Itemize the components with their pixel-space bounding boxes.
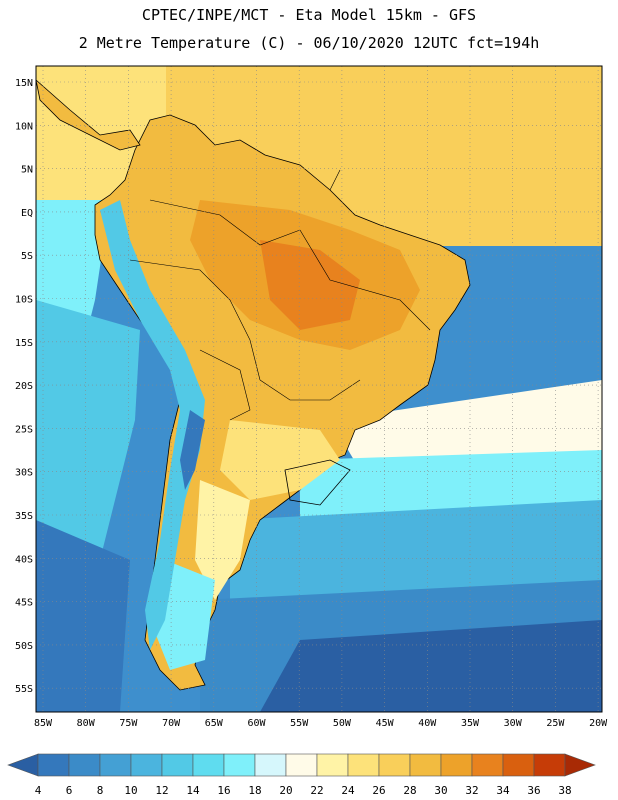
- lat-tick-label: 55S: [15, 684, 33, 695]
- colorbar-label: 30: [434, 784, 447, 797]
- lon-tick-label: 30W: [504, 718, 523, 729]
- colorbar-label: 14: [186, 784, 200, 797]
- lon-tick-label: 35W: [461, 718, 480, 729]
- lon-tick-label: 60W: [247, 718, 266, 729]
- longitude-tick-labels: 85W 80W 75W 70W 65W 60W 55W 50W 45W 40W 35W 30W 25W 2…: [34, 718, 608, 729]
- colorbar-segment: [440, 753, 473, 777]
- central-america-land: [36, 79, 141, 151]
- lat-tick-label: 20S: [15, 381, 33, 392]
- southern-cone-mild: [220, 420, 340, 500]
- lon-tick-label: 85W: [34, 718, 53, 729]
- country-borders: [129, 169, 431, 421]
- colorbar-segment: [223, 753, 256, 777]
- colorbar-segment: [471, 753, 504, 777]
- colorbar-label: 4: [35, 784, 42, 797]
- colorbar-label: 20: [279, 784, 292, 797]
- colorbar-arrow-right: [564, 753, 596, 777]
- lat-tick-label: EQ: [21, 208, 33, 219]
- colorbar-arrow-left: [7, 753, 39, 777]
- colorbar-segment: [161, 753, 194, 777]
- lon-tick-label: 25W: [546, 718, 565, 729]
- lat-tick-label: 10N: [15, 121, 33, 132]
- lat-tick-label: 40S: [15, 554, 33, 565]
- pampas-zone: [195, 480, 250, 600]
- lon-tick-label: 40W: [418, 718, 437, 729]
- ocean-south-pacific-open: [36, 520, 130, 712]
- colorbar-label: 24: [341, 784, 355, 797]
- lat-tick-label: 15N: [15, 78, 33, 89]
- uruguay-border: [284, 459, 351, 506]
- latitude-tick-labels: 15N 10N 5N EQ 5S 10S 15S 20S 25S 30S 35S 40S 45S 50S 5…: [15, 78, 33, 695]
- colorbar-segment: [502, 753, 535, 777]
- lat-tick-label: 25S: [15, 424, 33, 435]
- ocean-atlantic-mild: [330, 380, 602, 470]
- colorbar-segment: [68, 753, 101, 777]
- lon-tick-label: 70W: [162, 718, 181, 729]
- colorbar-segment: [254, 753, 287, 777]
- colorbar-label: 38: [558, 784, 571, 797]
- lon-tick-label: 45W: [376, 718, 395, 729]
- colorbar-label: 36: [527, 784, 540, 797]
- colorbar-label: 32: [465, 784, 478, 797]
- map-frame: [35, 65, 603, 713]
- lon-tick-label: 50W: [333, 718, 352, 729]
- lat-tick-label: 35S: [15, 511, 33, 522]
- colorbar-label: 28: [403, 784, 416, 797]
- colorbar-label: 6: [66, 784, 73, 797]
- lon-tick-label: 75W: [119, 718, 138, 729]
- andes-peak-zone: [180, 410, 205, 490]
- colorbar-segment: [409, 753, 442, 777]
- lat-tick-label: 10S: [15, 295, 33, 306]
- map-title-line-2: 2 Metre Temperature (C) - 06/10/2020 12U…: [78, 34, 540, 52]
- colorbar-label: 16: [217, 784, 230, 797]
- colorbar-label: 22: [310, 784, 323, 797]
- colorbar-label: 12: [155, 784, 168, 797]
- colorbar-label: 34: [496, 784, 510, 797]
- ocean-south-atlantic: [230, 500, 602, 610]
- colorbar-label: 26: [372, 784, 385, 797]
- brazil-hot-zone: [260, 240, 360, 330]
- lat-tick-label: 5N: [21, 165, 33, 176]
- ocean-south-pacific-coast: [36, 300, 140, 560]
- lat-tick-label: 5S: [21, 251, 33, 262]
- lat-tick-label: 30S: [15, 468, 33, 479]
- colorbar-segment: [37, 753, 70, 777]
- colorbar-label: 18: [248, 784, 261, 797]
- lon-tick-label: 20W: [589, 718, 608, 729]
- ocean-atlantic-mid: [300, 450, 602, 520]
- colorbar-label: 10: [124, 784, 137, 797]
- lon-tick-label: 55W: [290, 718, 309, 729]
- colorbar-segment: [192, 753, 225, 777]
- andes-cold-zone: [100, 200, 205, 650]
- lon-tick-label: 80W: [77, 718, 96, 729]
- colorbar: 4 6 8 10 12 14 16 18 20 22 24 26 28 30 32 34 36 38: [7, 753, 596, 797]
- colorbar-segment: [316, 753, 349, 777]
- lat-tick-label: 15S: [15, 338, 33, 349]
- colorbar-segment: [533, 753, 566, 777]
- colorbar-segment: [285, 753, 318, 777]
- colorbar-segment: [130, 753, 163, 777]
- lat-tick-label: 45S: [15, 598, 33, 609]
- colorbar-segment: [99, 753, 132, 777]
- ocean-southern: [260, 620, 602, 712]
- map-title-line-1: CPTEC/INPE/MCT - Eta Model 15km - GFS: [141, 6, 477, 24]
- colorbar-segment: [378, 753, 411, 777]
- colorbar-segment: [347, 753, 380, 777]
- colorbar-label: 8: [97, 784, 104, 797]
- lon-tick-label: 65W: [205, 718, 224, 729]
- lat-tick-label: 50S: [15, 641, 33, 652]
